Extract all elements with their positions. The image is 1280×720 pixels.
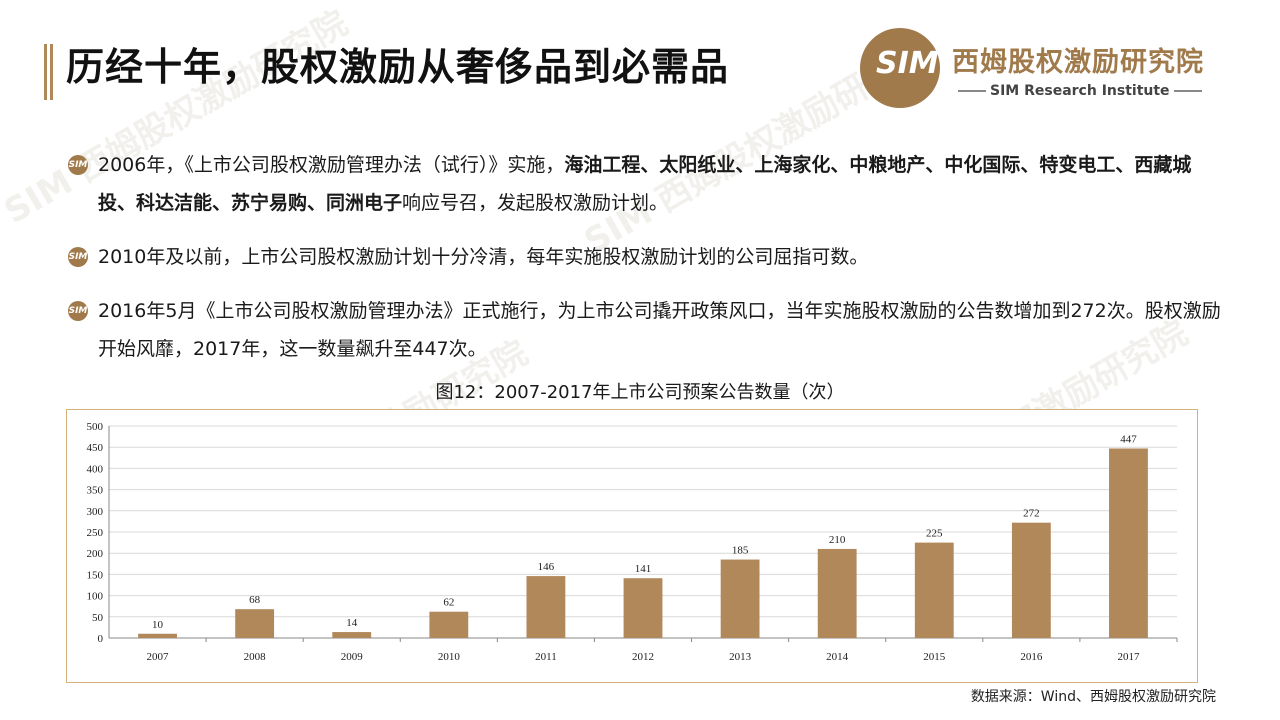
bullet-list: SIM 2006年，《上市公司股权激励管理办法（试行）》实施，海油工程、太阳纸业、… [68,146,1228,384]
x-tick-label: 2017 [1117,651,1140,663]
bar [332,632,372,638]
y-tick-label: 350 [87,485,104,497]
bar-chart: 0 50 100 150 200 250 300 350 400 450 500 10 2007 68 20… [87,421,1178,663]
data-source: 数据来源：Wind、西姆股权激励研究院 [970,689,1216,705]
y-tick-label: 500 [87,421,104,433]
logo-mark: SIM [876,46,939,81]
y-tick-label: 150 [87,569,104,581]
sim-bullet-icon: SIM [68,155,88,175]
x-tick-label: 2009 [341,651,364,663]
x-tick-label: 2013 [729,651,752,663]
chart-frame: 0 50 100 150 200 250 300 350 400 450 500 10 2007 68 20… [66,409,1198,683]
x-tick-label: 2014 [826,651,849,663]
title-accent-bar [44,44,47,100]
data-label: 225 [926,528,943,540]
title-accent-bar [50,44,53,100]
bullet-text: 响应号召，发起股权激励计划。 [402,192,669,214]
data-label: 447 [1120,433,1137,445]
y-tick-label: 300 [87,506,104,518]
x-tick-label: 2010 [438,651,461,663]
page-title: 历经十年，股权激励从奢侈品到必需品 [66,45,730,89]
bar [138,633,177,638]
y-tick-label: 100 [87,591,104,603]
sim-bullet-icon: SIM [68,301,88,321]
x-tick-label: 2016 [1020,651,1043,663]
bullet-item: SIM 2010年及以前，上市公司股权激励计划十分冷清，每年实施股权激励计划的公司… [68,238,1228,276]
bullet-item: SIM 2016年5月《上市公司股权激励管理办法》正式施行，为上市公司撬开政策风口… [68,292,1228,368]
x-tick-label: 2011 [535,651,557,663]
data-label: 68 [249,594,260,606]
bar [429,611,469,638]
y-tick-label: 250 [87,527,104,539]
data-label: 272 [1023,508,1040,520]
data-label: 185 [732,545,749,557]
data-label: 210 [829,534,846,546]
logo-name-en: SIM Research Institute [990,83,1170,99]
bar [914,542,954,638]
data-label: 10 [152,619,164,631]
sim-bullet-icon: SIM [68,247,88,267]
logo-name-cn: 西姆股权激励研究院 [952,47,1204,78]
bullet-text: 2016年5月《上市公司股权激励管理办法》正式施行，为上市公司撬开政策风口，当年… [98,300,1221,360]
bullet-text-bold: 海油工程、太阳纸业、上海家化、中粮地产、中化国际、特变电工、西藏城投、科达洁能、… [98,154,1192,214]
x-tick-label: 2007 [147,651,170,663]
data-label: 14 [346,617,358,629]
bullet-item: SIM 2006年，《上市公司股权激励管理办法（试行）》实施，海油工程、太阳纸业、… [68,146,1228,222]
bar [1011,522,1051,638]
bar [235,609,275,638]
chart-title: 图12：2007-2017年上市公司预案公告数量（次） [435,382,845,403]
bullet-text: 2010年及以前，上市公司股权激励计划十分冷清，每年实施股权激励计划的公司屈指可… [98,246,869,268]
x-tick-label: 2012 [632,651,654,663]
logo-circle-icon [860,28,940,108]
data-label: 141 [635,563,652,575]
bar [526,576,566,638]
y-tick-label: 200 [87,548,104,560]
logo-name-en-wrap: SIM Research Institute [954,83,1206,99]
brand-logo: SIM 西姆股权激励研究院 SIM Research Institute [860,28,1220,108]
x-tick-label: 2008 [244,651,266,663]
data-label: 62 [443,597,454,609]
y-tick-label: 50 [92,612,104,624]
bar [720,559,760,638]
x-tick-label: 2015 [923,651,946,663]
data-label: 146 [538,561,555,573]
bullet-text: 2006年，《上市公司股权激励管理办法（试行）》实施， [98,154,565,176]
y-tick-label: 400 [87,463,104,475]
bar [623,578,663,638]
bar [1109,448,1148,638]
y-tick-label: 450 [87,442,104,454]
y-tick-label: 0 [98,633,104,645]
bar [817,548,857,638]
